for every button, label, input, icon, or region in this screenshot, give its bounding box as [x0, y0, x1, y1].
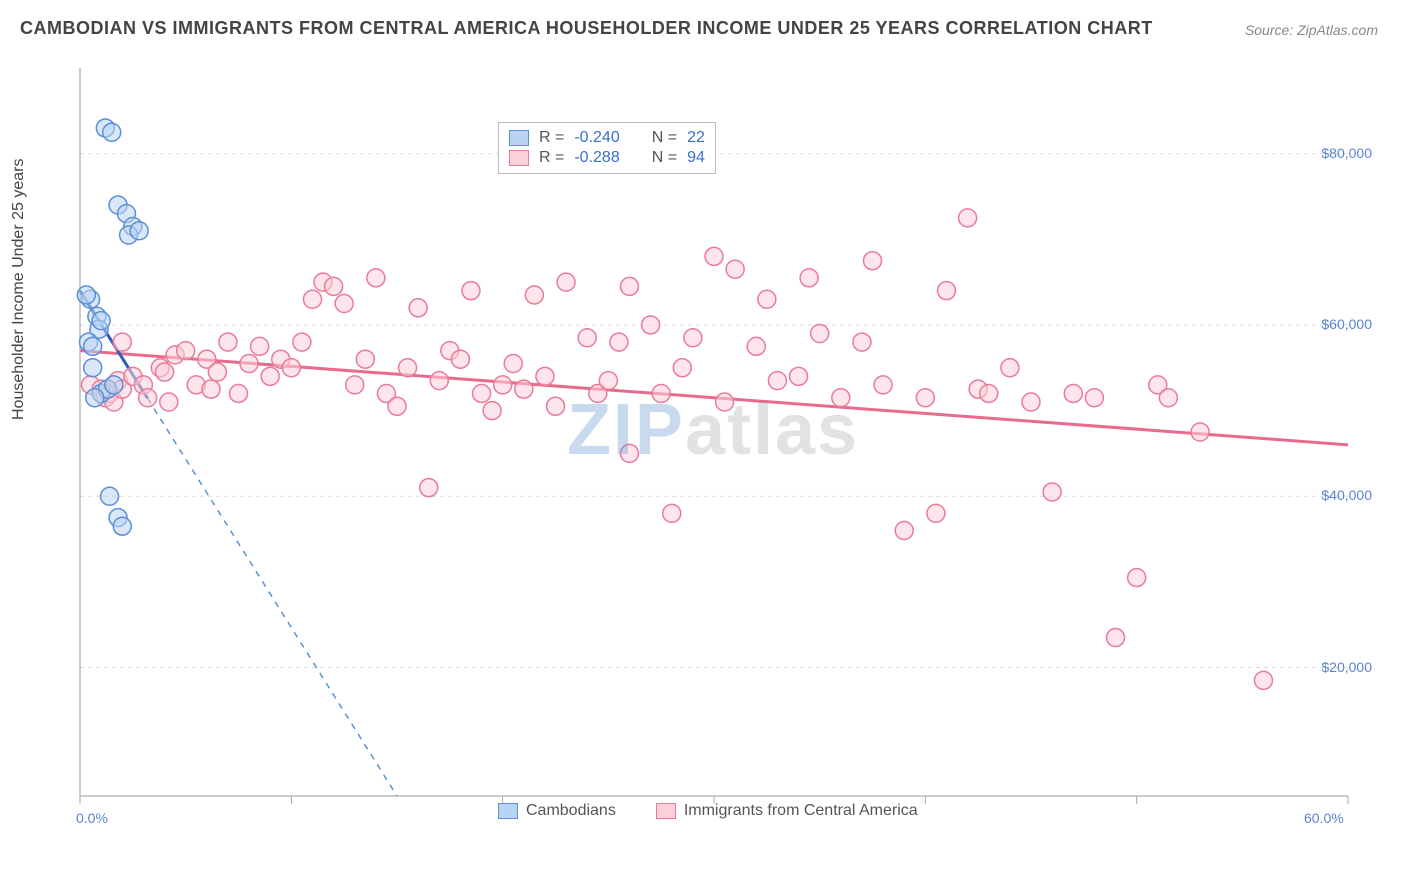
legend-item-b: Immigrants from Central America: [656, 802, 918, 820]
x-tick-label: 60.0%: [1304, 810, 1344, 826]
swatch-a-bottom: [498, 803, 518, 819]
legend-item-a: Cambodians: [498, 802, 616, 820]
stat-n-label-b: N =: [652, 149, 677, 167]
chart-title: CAMBODIAN VS IMMIGRANTS FROM CENTRAL AME…: [20, 18, 1153, 39]
legend-row-b: R = -0.288 N = 94: [509, 149, 705, 167]
y-tick-label: $20,000: [1321, 659, 1372, 675]
stat-r-value-a: -0.240: [574, 129, 619, 147]
y-tick-label: $60,000: [1321, 316, 1372, 332]
stat-n-value-b: 94: [687, 149, 705, 167]
series-b-name: Immigrants from Central America: [684, 802, 918, 820]
legend-row-a: R = -0.240 N = 22: [509, 129, 705, 147]
stat-r-label-a: R =: [539, 129, 564, 147]
y-tick-label: $80,000: [1321, 145, 1372, 161]
y-tick-label: $40,000: [1321, 487, 1372, 503]
stat-n-label-a: N =: [652, 129, 677, 147]
stat-n-value-a: 22: [687, 129, 705, 147]
stat-r-label-b: R =: [539, 149, 564, 167]
swatch-a: [509, 130, 529, 146]
swatch-b: [509, 150, 529, 166]
source-attribution: Source: ZipAtlas.com: [1245, 22, 1378, 38]
x-tick-label: 0.0%: [76, 810, 108, 826]
y-axis-label: Householder Income Under 25 years: [10, 159, 28, 420]
scatter-chart: ZIPatlas R = -0.240 N = 22 R = -0.288 N …: [48, 60, 1378, 830]
series-a-name: Cambodians: [526, 802, 616, 820]
swatch-b-bottom: [656, 803, 676, 819]
correlation-legend: R = -0.240 N = 22 R = -0.288 N = 94: [498, 122, 716, 174]
series-legend: Cambodians Immigrants from Central Ameri…: [498, 802, 918, 820]
stat-r-value-b: -0.288: [574, 149, 619, 167]
chart-svg: [48, 60, 1378, 830]
